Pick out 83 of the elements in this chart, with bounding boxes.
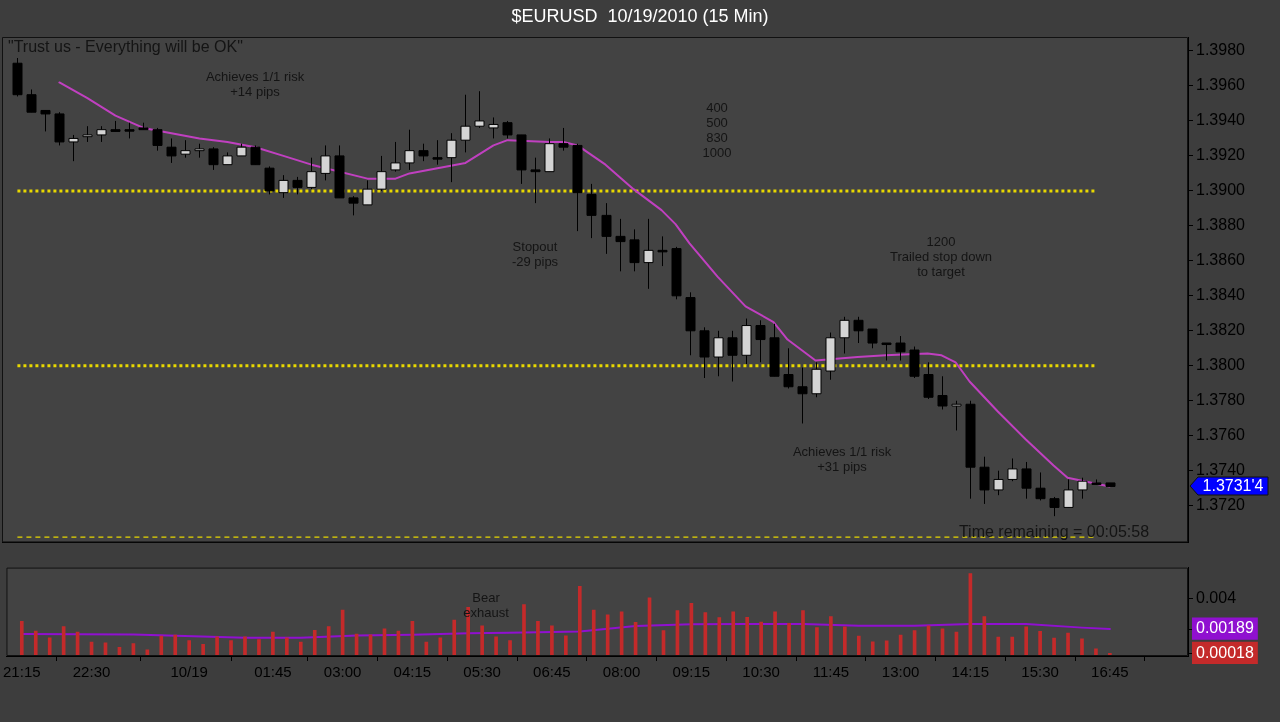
y-tick-label: 0.004 — [1196, 589, 1237, 607]
y-tick-label: 0.00018 — [1196, 643, 1254, 661]
bar — [508, 640, 512, 656]
bar — [1080, 638, 1084, 656]
bar — [1010, 636, 1015, 656]
x-tick-label: 10:30 — [742, 663, 780, 681]
bar — [257, 639, 261, 656]
x-tick-label: 04:15 — [393, 663, 432, 681]
bar — [1066, 632, 1070, 656]
bar — [605, 614, 610, 656]
bar — [187, 640, 192, 656]
bar — [577, 585, 582, 656]
x-tick-label: 05:30 — [463, 663, 501, 681]
bar — [271, 631, 275, 656]
bar — [787, 622, 791, 656]
x-tick-label: 08:00 — [602, 663, 641, 681]
x-tick-label: 14:15 — [951, 663, 990, 681]
y-tick-label: 1.3840 — [1196, 286, 1246, 304]
y-tick-label: 0.00189 — [1196, 619, 1254, 637]
bar — [564, 635, 568, 656]
bar — [215, 636, 219, 656]
bar — [438, 637, 443, 656]
y-tick-label: 1.3720 — [1196, 496, 1246, 514]
x-tick-label: 15:30 — [1021, 663, 1059, 681]
bar — [33, 630, 38, 656]
x-tick-label: 11:45 — [812, 663, 850, 681]
y-tick-label: 1.3760 — [1196, 426, 1246, 444]
bar — [591, 609, 596, 656]
y-tick-label: 1.3880 — [1196, 216, 1246, 234]
y-tick-label: 1.3940 — [1196, 111, 1246, 129]
bar — [801, 610, 805, 656]
bar — [312, 630, 317, 656]
bar — [1052, 637, 1056, 656]
bar — [870, 641, 875, 656]
bar — [550, 625, 554, 656]
x-tick-label: 13:00 — [881, 663, 920, 681]
bar — [731, 611, 736, 656]
chart-title: $EURUSD 10/19/2010 (15 Min) — [511, 5, 769, 26]
y-tick-label: 1.3800 — [1196, 356, 1246, 374]
x-tick-label: 03:00 — [323, 663, 362, 681]
bar — [717, 617, 722, 656]
y-tick-label: 1.3900 — [1196, 181, 1246, 199]
bar — [773, 611, 777, 656]
bar — [298, 641, 303, 656]
bar — [536, 620, 540, 656]
bar — [843, 626, 847, 656]
bar — [452, 619, 457, 656]
bar — [326, 626, 331, 656]
x-tick-label: 10/19 — [170, 663, 208, 681]
y-tick-label: 1.3820 — [1196, 321, 1246, 339]
bar — [1024, 626, 1029, 656]
bar — [201, 643, 205, 656]
bar — [522, 604, 526, 656]
bar — [285, 637, 289, 656]
bar — [884, 640, 889, 656]
bar — [815, 627, 819, 656]
y-tick-label: 1.3980 — [1196, 41, 1246, 59]
bar — [759, 621, 763, 656]
bar — [243, 636, 247, 656]
bar — [856, 635, 861, 656]
bar — [745, 616, 750, 656]
bar — [996, 636, 1001, 656]
x-tick-label: 22:30 — [72, 663, 111, 681]
x-tick-label: 09:15 — [672, 663, 711, 681]
x-tick-label: 21:15 — [3, 663, 41, 681]
bar — [1038, 631, 1042, 656]
x-tick-label: 16:45 — [1091, 663, 1129, 681]
y-tick-label: 1.3920 — [1196, 146, 1246, 164]
bar — [47, 637, 52, 656]
x-tick-label: 06:45 — [533, 663, 571, 681]
y-tick-label: 1.3860 — [1196, 251, 1246, 269]
bar — [159, 635, 164, 656]
bar — [19, 620, 24, 656]
y-tick-label: 1.3740 — [1196, 461, 1246, 479]
y-tick-label: 1.3780 — [1196, 391, 1246, 409]
y-tick-label: 1.3960 — [1196, 76, 1246, 94]
text: 1.3731'4 — [1202, 477, 1264, 495]
bar — [494, 636, 498, 656]
bar — [480, 625, 484, 656]
bar — [173, 634, 178, 656]
bar — [829, 616, 833, 656]
x-tick-label: 01:45 — [254, 663, 292, 681]
bar — [229, 640, 233, 656]
